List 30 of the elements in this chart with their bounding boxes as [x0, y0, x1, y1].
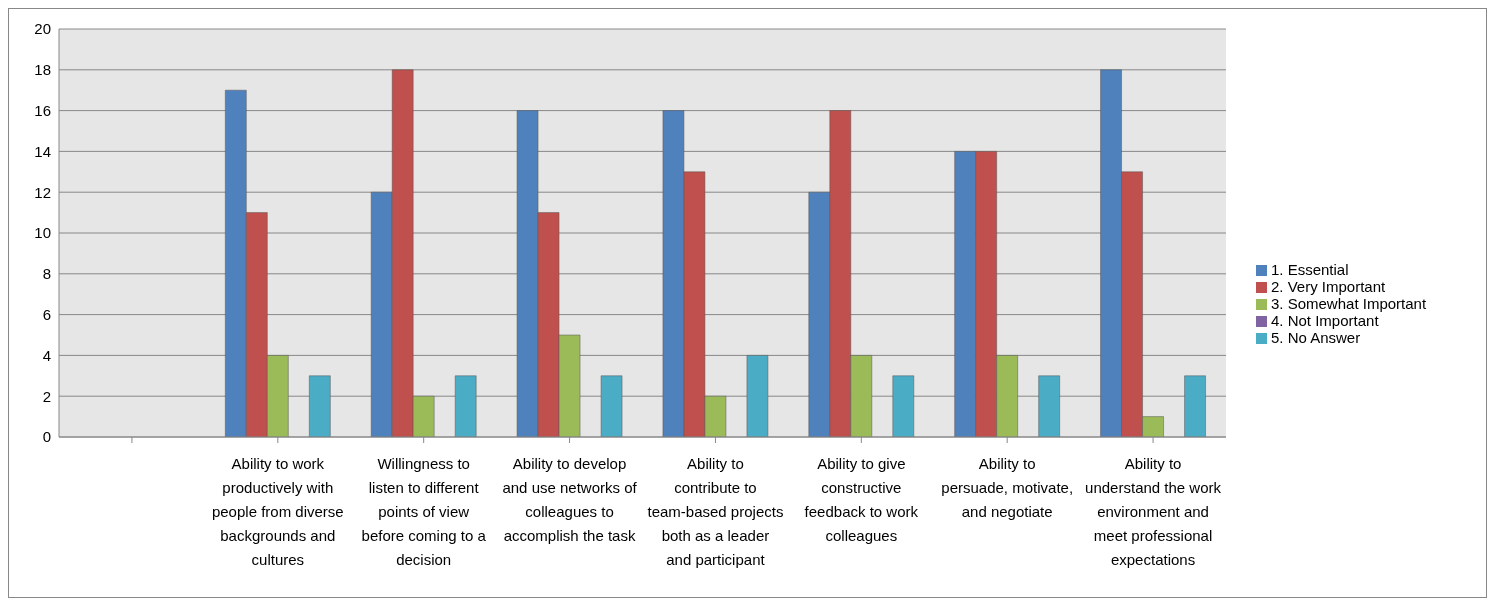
x-tick-label: Ability to persuade, motivate, and negotiate	[941, 454, 1074, 520]
x-tick-label: Ability to work productively with people from diverse backgrounds and cultures	[211, 454, 344, 568]
legend-label: 4. Not Important	[1271, 311, 1379, 329]
bar	[1038, 375, 1060, 437]
y-tick-label: 14	[34, 142, 51, 160]
y-tick-label: 8	[42, 265, 51, 283]
y-tick-label: 18	[34, 61, 51, 79]
legend-label: 5. No Answer	[1271, 328, 1361, 346]
bar	[454, 375, 477, 437]
x-tick-label: Ability to understand the work environment and meet professional expectations	[1085, 454, 1222, 568]
x-tick-label: Ability to give constructive feedback to work colleagues	[804, 454, 919, 544]
legend-label: 2. Very Important	[1271, 277, 1386, 295]
y-tick-label: 20	[34, 20, 51, 38]
bar	[1184, 375, 1206, 437]
y-tick-label: 16	[34, 101, 51, 119]
bar	[309, 375, 331, 437]
bar	[600, 375, 623, 437]
legend-label: 3. Somewhat Important	[1271, 294, 1427, 312]
y-tick-label: 4	[42, 346, 51, 364]
x-tick-label: Ability to develop and use networks of colleagues to accomplish the task	[502, 454, 638, 544]
legend-label: 1. Essential	[1271, 260, 1349, 278]
y-tick-label: 12	[34, 183, 51, 201]
bar	[892, 375, 915, 437]
bar	[746, 355, 769, 437]
y-tick-label: 2	[42, 387, 51, 405]
y-tick-label: 10	[34, 224, 51, 242]
x-tick-label: Willingness to listen to different points of view before coming to a decision	[361, 454, 487, 568]
x-tick-label: Ability to contribute to team-based projects both as a leader and participant	[647, 454, 784, 568]
y-tick-label: 0	[42, 428, 51, 446]
y-tick-label: 6	[42, 305, 51, 323]
